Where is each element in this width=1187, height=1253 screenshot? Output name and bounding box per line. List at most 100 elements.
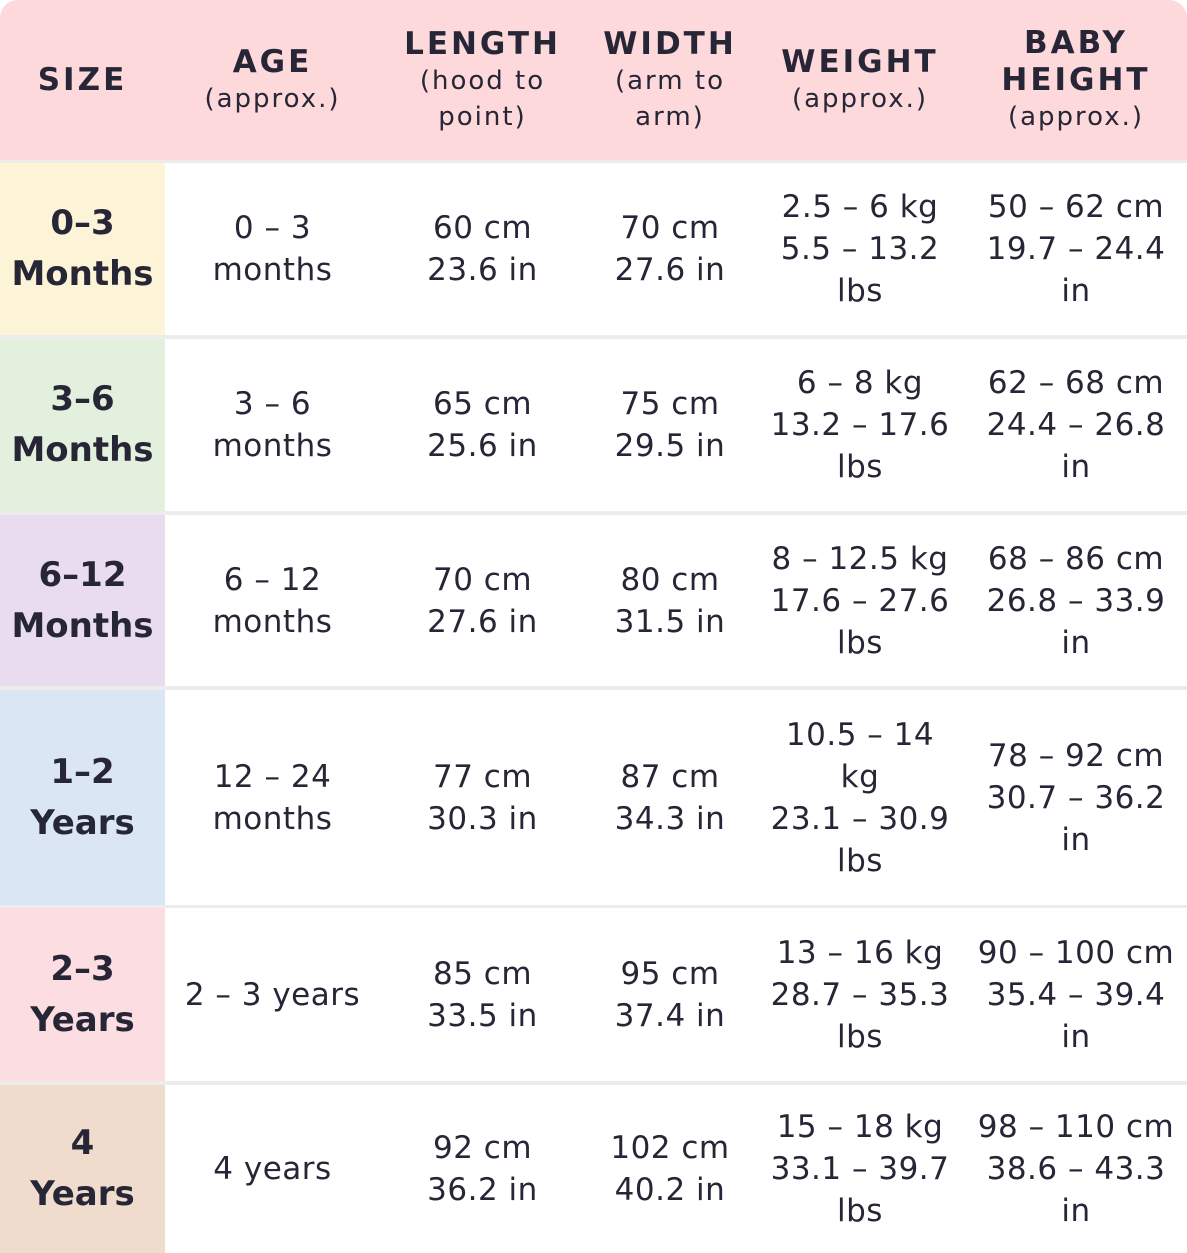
text-line: in [1061, 821, 1091, 858]
text-line: 36.2 in [427, 1172, 538, 1208]
text-line: lbs [837, 842, 883, 879]
body-cell: 2.5 – 6 kg 5.5 – 13.2 lbs [755, 163, 965, 335]
text-line: 27.6 in [427, 603, 538, 640]
text-line: 23.6 in [427, 252, 538, 288]
text-line: 87 cm [620, 758, 720, 795]
text-line: lbs [837, 273, 883, 309]
text-line: (approx.) [791, 83, 929, 114]
body-cell: 3 – 6 months [165, 339, 380, 511]
text-line: 2.5 – 6 kg [781, 189, 939, 225]
text-line: 4 [70, 1123, 95, 1163]
text-line: lbs [837, 1018, 883, 1055]
text-line: 1–2 [50, 751, 115, 792]
text-line: LENGTH [404, 25, 561, 62]
text-line: 3–6 [50, 379, 115, 419]
body-cell: 102 cm 40.2 in [585, 1085, 755, 1253]
text-line: 25.6 in [427, 428, 538, 464]
size-cell: 2–3 Years [0, 908, 165, 1081]
text-line: WIDTH [603, 25, 737, 62]
text-line: 10.5 – 14 [785, 716, 935, 753]
size-cell: 4 Years [0, 1085, 165, 1253]
text-line: Years [30, 1174, 135, 1214]
text-line: 0 – 3 [233, 210, 312, 246]
text-line: 95 cm [620, 955, 720, 992]
text-line: Years [30, 802, 135, 843]
body-cell: 87 cm 34.3 in [585, 690, 755, 905]
text-line: 62 – 68 cm [987, 365, 1165, 401]
header-cell: LENGTH (hood to point) [380, 0, 585, 160]
text-line: 98 – 110 cm [977, 1109, 1175, 1145]
text-line: 4 years [213, 1151, 332, 1187]
text-line: 85 cm [432, 955, 533, 992]
text-line: SIZE [37, 61, 128, 98]
body-cell: 50 – 62 cm 19.7 – 24.4 in [965, 163, 1187, 335]
text-line: 50 – 62 cm [987, 189, 1165, 225]
text-line: 15 – 18 kg [776, 1109, 944, 1145]
body-cell: 70 cm 27.6 in [585, 163, 755, 335]
text-line: (approx.) [204, 83, 341, 114]
text-line: 75 cm [620, 386, 720, 422]
text-line: 33.5 in [427, 997, 538, 1034]
body-cell: 95 cm 37.4 in [585, 908, 755, 1081]
text-line: (hood to [419, 65, 546, 96]
text-line: 70 cm [620, 210, 720, 246]
text-line: Months [11, 254, 154, 294]
text-line: lbs [837, 1193, 883, 1229]
text-line: months [212, 800, 333, 837]
body-cell: 85 cm 33.5 in [380, 908, 585, 1081]
body-cell: 0 – 3 months [165, 163, 380, 335]
text-line: Years [30, 999, 135, 1040]
text-line: BABY [1023, 25, 1128, 61]
text-line: 2 – 3 years [184, 976, 361, 1013]
header-row [0, 0, 1187, 160]
body-cell: 13 – 16 kg 28.7 – 35.3 lbs [755, 908, 965, 1081]
body-cell: 10.5 – 14 kg 23.1 – 30.9 lbs [755, 690, 965, 905]
body-cell: 75 cm 29.5 in [585, 339, 755, 511]
text-line: 17.6 – 27.6 [770, 582, 950, 619]
text-line: 30.3 in [427, 800, 538, 837]
text-line: months [212, 252, 333, 288]
text-line: 12 – 24 [213, 758, 332, 795]
text-line: 31.5 in [614, 603, 726, 640]
text-line: 35.4 – 39.4 [986, 976, 1166, 1013]
size-cell: 3–6 Months [0, 339, 165, 511]
text-line: 27.6 in [614, 252, 726, 288]
text-line: 26.8 – 33.9 [986, 582, 1166, 619]
text-line: 33.1 – 39.7 [770, 1151, 950, 1187]
body-cell: 6 – 8 kg 13.2 – 17.6 lbs [755, 339, 965, 511]
body-cell: 80 cm 31.5 in [585, 515, 755, 686]
text-line: in [1061, 449, 1091, 485]
text-line: 23.1 – 30.9 [770, 800, 950, 837]
body-cell: 2 – 3 years [165, 908, 380, 1081]
text-line: 0–3 [50, 203, 115, 243]
text-line: 8 – 12.5 kg [771, 540, 949, 577]
body-cell: 68 – 86 cm 26.8 – 33.9 in [965, 515, 1187, 686]
text-line: 40.2 in [614, 1172, 726, 1208]
text-line: (approx.) [1007, 102, 1145, 132]
text-line: 13.2 – 17.6 [770, 407, 950, 443]
text-line: in [1061, 273, 1091, 309]
text-line: 3 – 6 [233, 386, 312, 422]
text-line: 29.5 in [614, 428, 726, 464]
body-cell: 60 cm 23.6 in [380, 163, 585, 335]
text-line: in [1061, 1193, 1091, 1229]
body-cell: 77 cm 30.3 in [380, 690, 585, 905]
body-cell: 90 – 100 cm 35.4 – 39.4 in [965, 908, 1187, 1081]
size-cell: 1–2 Years [0, 690, 165, 905]
text-line: 90 – 100 cm [977, 934, 1175, 971]
text-line: months [212, 428, 333, 464]
body-cell: 92 cm 36.2 in [380, 1085, 585, 1253]
text-line: months [212, 603, 333, 640]
text-line: Months [11, 605, 154, 646]
text-line: Months [11, 430, 154, 470]
header-cell: BABY HEIGHT (approx.) [965, 0, 1187, 160]
text-line: arm) [635, 101, 705, 132]
text-line: lbs [837, 624, 883, 661]
body-cell: 4 years [165, 1085, 380, 1253]
text-line: 34.3 in [614, 800, 726, 837]
header-cell: WIDTH (arm to arm) [585, 0, 755, 160]
text-line: HEIGHT [1001, 62, 1151, 98]
body-cell: 78 – 92 cm 30.7 – 36.2 in [965, 690, 1187, 905]
text-line: 28.7 – 35.3 [770, 976, 950, 1013]
